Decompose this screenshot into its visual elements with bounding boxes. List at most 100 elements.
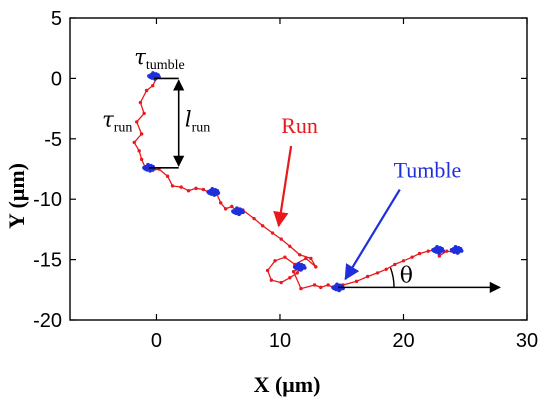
trajectory-point bbox=[319, 285, 323, 290]
x-tick-label: 30 bbox=[516, 330, 538, 352]
tumble-point bbox=[295, 263, 300, 268]
trajectory-point bbox=[304, 256, 308, 261]
tau-tumble-label: τtumble bbox=[134, 45, 185, 73]
tumble-arrow bbox=[344, 188, 401, 281]
tumble-point bbox=[452, 247, 457, 251]
tumble-point bbox=[216, 191, 221, 195]
tumble-point bbox=[142, 165, 146, 170]
trajectory-point bbox=[223, 207, 228, 211]
trajectory-point bbox=[279, 237, 283, 241]
x-tick-label: 20 bbox=[392, 330, 414, 352]
trajectory-point bbox=[270, 231, 275, 235]
tumble-point bbox=[459, 249, 464, 253]
trajectory-point bbox=[170, 184, 175, 188]
y-tick-label: -10 bbox=[33, 189, 62, 211]
trajectory-point bbox=[260, 224, 265, 228]
theta-label: θ bbox=[400, 264, 413, 289]
y-tick-label: -20 bbox=[33, 310, 62, 332]
trajectory-point bbox=[194, 186, 198, 191]
tumble-point bbox=[150, 73, 154, 77]
tumble-point bbox=[238, 211, 242, 216]
trajectory-point bbox=[179, 185, 183, 189]
trajectory-point bbox=[230, 204, 234, 209]
trajectory-point bbox=[132, 140, 136, 145]
trajectory-point bbox=[138, 100, 143, 105]
trajectory-point bbox=[393, 262, 397, 267]
trajectory-point bbox=[134, 120, 139, 124]
trajectory-point bbox=[288, 276, 292, 280]
trajectory-point bbox=[309, 256, 313, 261]
tumble-point bbox=[145, 164, 149, 169]
tumble-point bbox=[338, 287, 342, 292]
run-label: Run bbox=[281, 113, 318, 138]
tau-run-label: τrun bbox=[102, 108, 132, 136]
tumble-point bbox=[241, 210, 245, 215]
tumble-point bbox=[302, 265, 307, 270]
trajectory-point bbox=[354, 279, 359, 284]
tumble-point bbox=[456, 250, 461, 254]
x-axis-label: X (μm) bbox=[254, 372, 321, 397]
tumble-cluster bbox=[431, 245, 445, 255]
tumble-point bbox=[213, 192, 218, 196]
trajectory-point bbox=[384, 267, 388, 271]
tumble-point bbox=[331, 285, 335, 290]
trajectory-point bbox=[299, 286, 303, 291]
tumble-point bbox=[231, 209, 235, 214]
trajectory-point bbox=[165, 174, 170, 178]
tumble-point bbox=[234, 208, 238, 213]
trajectory-point bbox=[312, 283, 317, 287]
trajectory-point bbox=[298, 253, 302, 257]
trajectory-point bbox=[291, 269, 296, 274]
trajectory-point bbox=[283, 255, 287, 259]
trajectory-point bbox=[314, 265, 318, 269]
tumble-point bbox=[299, 266, 304, 271]
trajectory-point bbox=[295, 271, 299, 275]
tumble-cluster bbox=[449, 245, 464, 255]
trajectory-point bbox=[437, 254, 442, 258]
trajectory-point bbox=[137, 149, 141, 153]
l-run-label: lrun bbox=[185, 108, 210, 136]
tumble-point bbox=[434, 247, 438, 251]
y-tick-label: 0 bbox=[51, 68, 62, 90]
tumble-point bbox=[334, 284, 338, 289]
trajectory-point bbox=[139, 157, 144, 162]
plot-frame bbox=[69, 17, 528, 321]
trajectory-point bbox=[326, 283, 330, 287]
x-tick-label: 0 bbox=[151, 330, 162, 352]
trajectory-point bbox=[288, 244, 292, 249]
tumble-point bbox=[438, 250, 442, 254]
tumble-point bbox=[206, 190, 211, 194]
trajectory-point bbox=[417, 251, 422, 256]
trajectory-point bbox=[279, 280, 283, 285]
trajectory-point bbox=[139, 132, 144, 136]
trajectory-point bbox=[144, 88, 149, 93]
trajectory-point bbox=[151, 83, 155, 88]
tumble-label: Tumble bbox=[394, 157, 462, 182]
tumble-point bbox=[147, 74, 151, 78]
y-axis-label: Y (μm) bbox=[4, 163, 29, 229]
trajectory-point bbox=[401, 259, 406, 263]
trajectory-point bbox=[142, 111, 146, 116]
tumble-point bbox=[441, 249, 445, 253]
trajectory-point bbox=[375, 271, 380, 275]
trajectory-point bbox=[186, 189, 191, 193]
theta-arc bbox=[389, 267, 395, 288]
run-arrow bbox=[273, 145, 293, 228]
y-tick-label: 5 bbox=[51, 8, 62, 30]
trajectory-point bbox=[269, 278, 274, 282]
trajectory-point bbox=[365, 274, 370, 279]
tumble-point bbox=[292, 264, 297, 269]
y-tick-label: -5 bbox=[44, 129, 62, 151]
tumble-cluster bbox=[231, 206, 245, 217]
trajectory-point bbox=[218, 201, 223, 205]
trajectory-point bbox=[265, 268, 270, 273]
tumble-point bbox=[431, 248, 435, 252]
x-tick-label: 10 bbox=[269, 330, 291, 352]
tumble-cluster bbox=[206, 187, 221, 197]
trajectory-point bbox=[426, 249, 430, 253]
tumble-cluster bbox=[292, 261, 307, 272]
trajectory-point bbox=[410, 255, 414, 259]
trajectory-point bbox=[273, 259, 277, 263]
tumble-point bbox=[209, 189, 214, 193]
